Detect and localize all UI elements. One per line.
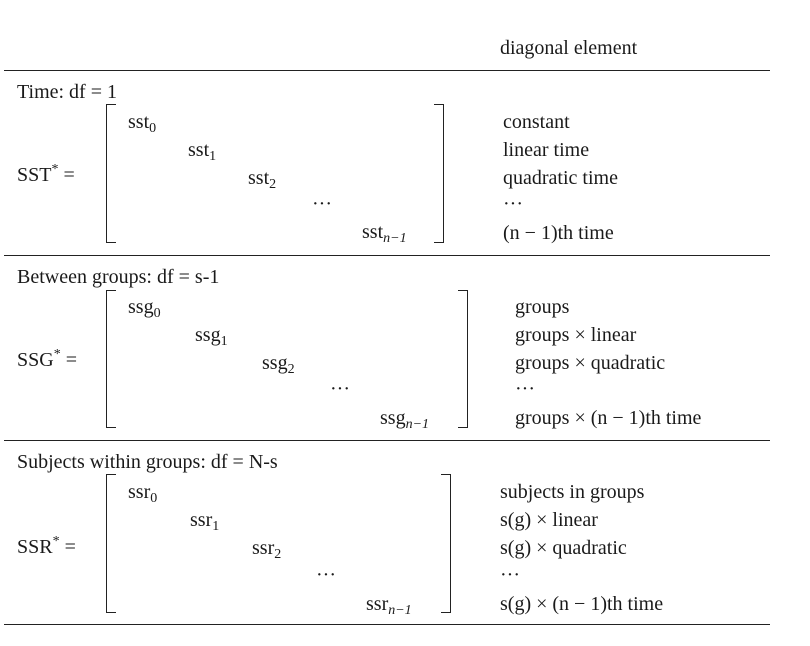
matrix-element-sst1: sst1: [188, 139, 217, 164]
matrix-element-ssr0: ssr0: [128, 481, 158, 506]
diagonal-label-subjects-in-groups: subjects in groups: [500, 481, 645, 503]
diagonal-label-constant: constant: [503, 111, 570, 133]
diagonal-label-sg-nth-time: s(g) × (n − 1)th time: [500, 593, 664, 615]
matrix-ellipsis-ssg: ···: [330, 378, 350, 400]
matrix-ellipsis-sst: ···: [312, 193, 332, 215]
diagonal-label-sg-ellipsis: ···: [500, 564, 520, 586]
matrix-label-ssr: SSR* =: [17, 534, 76, 558]
matrix-element-ssg2: ssg2: [262, 352, 295, 377]
diagonal-label-groups-ellipsis: ···: [515, 378, 535, 400]
column-header-diagonal-element: diagonal element: [500, 37, 638, 59]
bottom-rule: [4, 624, 770, 625]
matrix-element-ssr1: ssr1: [190, 509, 220, 534]
diagonal-label-sg-linear: s(g) × linear: [500, 509, 598, 531]
matrix-label-ssg: SSG* =: [17, 347, 77, 371]
matrix-element-sstn1: sstn−1: [362, 221, 407, 246]
section-rule-2: [4, 440, 770, 441]
right-bracket-ssg: [458, 290, 468, 428]
matrix-element-ssg0: ssg0: [128, 296, 161, 321]
diagonal-label-ellipsis: ···: [503, 193, 523, 215]
section-rule-1: [4, 255, 770, 256]
right-bracket-sst: [434, 104, 444, 243]
left-bracket-sst: [106, 104, 116, 243]
top-rule: [4, 70, 770, 71]
right-bracket-ssr: [441, 474, 451, 613]
matrix-element-sst0: sst0: [128, 111, 157, 136]
matrix-element-ssgn1: ssgn−1: [380, 407, 430, 432]
section-heading-between-groups: Between groups: df = s-1: [17, 266, 220, 288]
matrix-element-sst2: sst2: [248, 167, 277, 192]
diagonal-label-groups-quadratic: groups × quadratic: [515, 352, 666, 374]
left-bracket-ssr: [106, 474, 116, 613]
matrix-element-ssrn1: ssrn−1: [366, 593, 412, 618]
section-heading-time: Time: df = 1: [17, 81, 117, 103]
diagonal-label-quadratic-time: quadratic time: [503, 167, 618, 189]
matrix-label-sst: SST* =: [17, 162, 75, 186]
diagonal-label-sg-quadratic: s(g) × quadratic: [500, 537, 627, 559]
matrix-element-ssr2: ssr2: [252, 537, 282, 562]
matrix-element-ssg1: ssg1: [195, 324, 228, 349]
left-bracket-ssg: [106, 290, 116, 428]
diagonal-label-linear-time: linear time: [503, 139, 590, 161]
section-heading-subjects-within-groups: Subjects within groups: df = N-s: [17, 451, 278, 473]
diagonal-label-groups: groups: [515, 296, 570, 318]
diagonal-label-groups-linear: groups × linear: [515, 324, 637, 346]
diagonal-label-groups-nth-time: groups × (n − 1)th time: [515, 407, 702, 429]
matrix-ellipsis-ssr: ···: [316, 564, 336, 586]
diagonal-label-nth-time: (n − 1)th time: [503, 222, 614, 244]
